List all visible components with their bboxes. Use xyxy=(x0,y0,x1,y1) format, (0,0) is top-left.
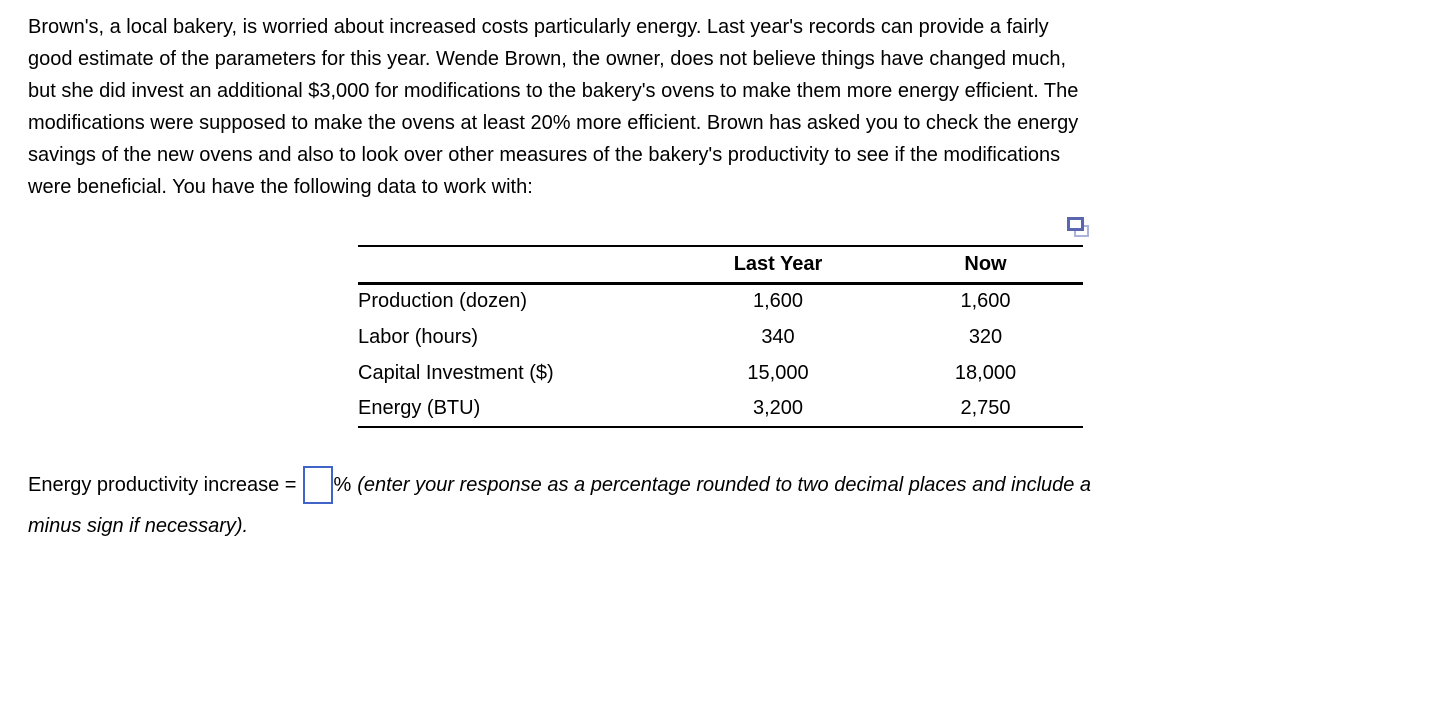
answer-section: Energy productivity increase = % (enter … xyxy=(28,466,1436,542)
copy-table-icon[interactable] xyxy=(1067,217,1090,238)
table-row: Capital Investment ($) 15,000 18,000 xyxy=(358,355,1083,391)
row-last-year-value: 3,200 xyxy=(752,397,804,419)
header-now: Now xyxy=(888,246,1083,285)
header-blank xyxy=(358,246,668,285)
problem-statement: Brown's, a local bakery, is worried abou… xyxy=(0,0,1436,203)
row-last-year-value: 340 xyxy=(761,325,795,348)
data-table: Last Year Now Production (dozen) 1,600 1… xyxy=(358,245,1083,428)
row-now-value: 18,000 xyxy=(954,361,1017,384)
row-now-value: 320 xyxy=(968,325,1003,348)
header-last-year: Last Year xyxy=(668,246,888,285)
problem-line: savings of the new ovens and also to loo… xyxy=(28,144,1061,166)
data-table-area: Last Year Now Production (dozen) 1,600 1… xyxy=(358,217,1089,428)
row-label: Labor (hours) xyxy=(358,325,479,348)
row-now-value: 1,600 xyxy=(960,290,1011,313)
table-row: Labor (hours) 340 320 xyxy=(358,319,1083,355)
table-row: Energy (BTU) 3,200 2,750 xyxy=(358,391,1083,427)
table-row: Production (dozen) 1,600 1,600 xyxy=(358,283,1083,319)
problem-line: but she did invest an additional $3,000 … xyxy=(28,80,1079,102)
copy-icon-front-rect xyxy=(1067,217,1084,231)
table-header-row: Last Year Now xyxy=(358,246,1083,285)
percent-sign: % xyxy=(333,473,352,496)
problem-line: were beneficial. You have the following … xyxy=(28,176,533,198)
problem-line: Brown's, a local bakery, is worried abou… xyxy=(28,16,1049,38)
row-label: Energy (BTU) xyxy=(358,397,481,419)
row-label: Production (dozen) xyxy=(358,290,527,313)
row-now-value: 2,750 xyxy=(960,397,1011,419)
answer-instruction-line1: (enter your response as a percentage rou… xyxy=(357,473,1092,496)
answer-instruction-line2: minus sign if necessary). xyxy=(28,515,249,537)
answer-input[interactable] xyxy=(303,466,334,504)
problem-line: good estimate of the parameters for this… xyxy=(28,48,1067,70)
problem-line: modifications were supposed to make the … xyxy=(28,112,1079,134)
row-label: Capital Investment ($) xyxy=(358,361,554,384)
row-last-year-value: 15,000 xyxy=(747,361,809,384)
answer-label: Energy productivity increase = xyxy=(28,473,297,496)
row-last-year-value: 1,600 xyxy=(752,290,804,313)
